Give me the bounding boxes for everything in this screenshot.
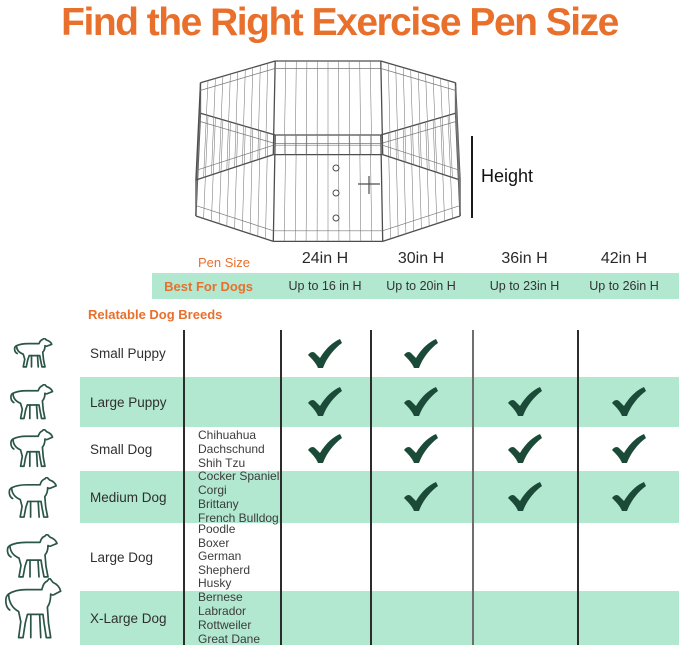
best-for-value-24: Up to 16 in H: [288, 279, 362, 293]
checkmark-icon: [308, 434, 342, 463]
row-highlight-band: [80, 591, 679, 645]
best-for-value-42: Up to 26in H: [589, 279, 659, 293]
checkmark-icon: [308, 338, 342, 368]
best-for-value-30: Up to 20in H: [386, 279, 456, 293]
checkmark-icon: [611, 387, 646, 416]
best-for-dogs-band: [152, 273, 679, 299]
checkmark-icon: [507, 434, 542, 463]
pen-size-column-42: 42in H: [600, 250, 648, 267]
breed-list: Cocker Spaniel Corgi Brittany French Bul…: [198, 469, 280, 525]
best-for-dogs-label: Best For Dogs: [164, 279, 253, 294]
row-label: Small Puppy: [90, 346, 166, 361]
breed-compatibility-table: Small Puppy Large Puppy Small Dog: [0, 330, 679, 645]
breed-list: Poodle Boxer German Shepherd Husky: [198, 522, 251, 591]
pen-size-column-30: 30in H: [397, 250, 445, 267]
relatable-dog-breeds-label: Relatable Dog Breeds: [88, 307, 223, 322]
checkmark-icon: [404, 387, 438, 416]
dog-icon-small-dog: [8, 429, 55, 469]
checkmark-icon: [611, 482, 646, 511]
row-highlight-band: [80, 377, 679, 427]
checkmark-icon: [507, 387, 542, 416]
height-indicator-line: [471, 136, 473, 218]
dog-icon-small-puppy: [12, 338, 54, 369]
column-divider: [577, 330, 579, 645]
best-for-value-36: Up to 23in H: [489, 279, 560, 293]
table-row-large-dog: Large Dog Poodle Boxer German Shepherd H…: [0, 523, 679, 591]
column-divider: [370, 330, 372, 645]
breed-list: Chihuahua Dachschund Shih Tzu: [198, 428, 265, 470]
checkmark-icon: [404, 482, 438, 511]
table-row-small-dog: Small Dog Chihuahua Dachschund Shih Tzu: [0, 427, 679, 471]
dog-icon-medium-dog: [6, 477, 59, 520]
row-highlight-band: [80, 471, 679, 523]
table-row-medium-dog: Medium Dog Cocker Spaniel Corgi Brittany…: [0, 469, 679, 525]
pen-size-column-36: 36in H: [501, 250, 548, 267]
pen-wireframe-drawing: [195, 60, 461, 243]
pen-size-column-24: 24in H: [301, 250, 349, 267]
row-label: Large Puppy: [90, 394, 167, 410]
column-divider: [280, 330, 282, 645]
row-label: X-Large Dog: [90, 610, 167, 626]
checkmark-icon: [404, 434, 438, 463]
column-divider: [472, 330, 474, 645]
pen-size-row-label: Pen Size: [197, 255, 250, 270]
height-label: Height: [481, 166, 534, 186]
checkmark-icon: [308, 387, 342, 416]
table-row-small-puppy: Small Puppy: [0, 330, 679, 377]
row-label: Medium Dog: [90, 489, 167, 505]
exercise-pen-illustration: [178, 46, 478, 251]
table-row-large-puppy: Large Puppy: [0, 377, 679, 427]
breed-list: Bernese Labrador Rottweiler Great Dane: [198, 590, 261, 645]
dog-icon-large-dog: [4, 534, 60, 580]
dog-icon-large-puppy: [8, 384, 55, 421]
page-title: Find the Right Exercise Pen Size: [61, 1, 619, 44]
table-row-x-large-dog: X-Large Dog Bernese Labrador Rottweiler …: [0, 578, 679, 645]
dog-icon-x-large-dog: [2, 578, 64, 642]
checkmark-icon: [611, 434, 646, 463]
row-label: Large Dog: [90, 549, 154, 565]
checkmark-icon: [404, 338, 438, 368]
column-divider: [183, 330, 185, 645]
row-label: Small Dog: [90, 441, 153, 457]
checkmark-icon: [507, 482, 542, 511]
